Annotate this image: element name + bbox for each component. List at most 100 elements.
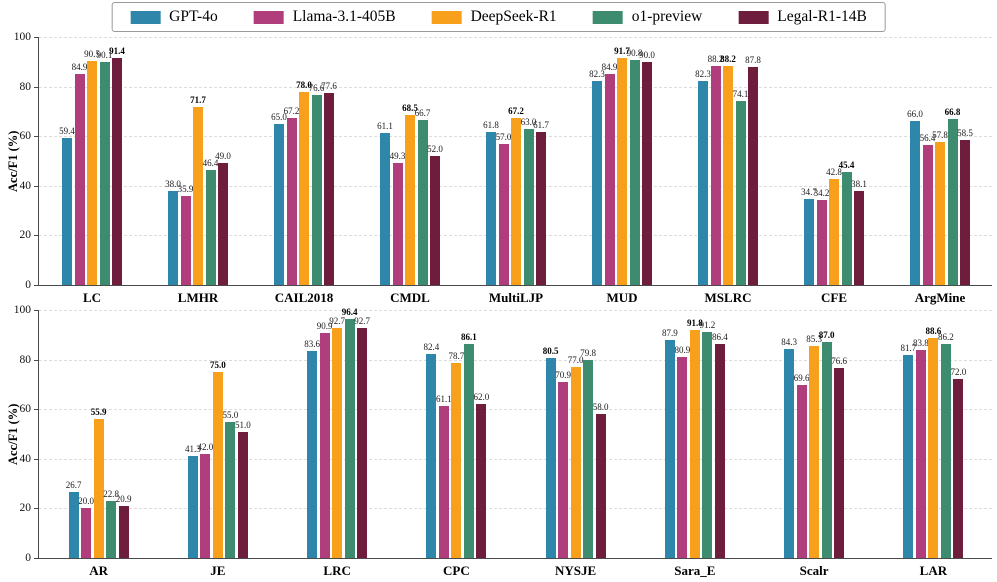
- y-tick-label: 20: [19, 229, 32, 242]
- y-tick-mark: [34, 136, 39, 138]
- gridline: [39, 508, 992, 510]
- bar: 91.4: [109, 47, 125, 285]
- bar: 92.7: [354, 317, 370, 558]
- bar-value-label: 42.8: [826, 166, 842, 177]
- bar-group: 82.3 84.9 91.7 90.8 90.0: [589, 46, 655, 285]
- y-axis-label-top: Acc/F1 (%): [6, 130, 20, 192]
- y-tick-mark: [34, 310, 39, 311]
- legend-swatch-icon: [130, 10, 161, 24]
- bar-value-label: 72.0: [950, 367, 967, 378]
- bar-value-label: 92.7: [329, 316, 345, 327]
- bar-value-label: 77.6: [321, 80, 337, 91]
- bar-value-label: 86.2: [938, 332, 954, 343]
- bar-value-label: 49.3: [389, 150, 406, 161]
- bar: 77.6: [321, 81, 337, 285]
- bar-group: 26.7 20.0 55.9 22.8 20.9: [66, 408, 132, 558]
- bar: 82.3: [695, 69, 711, 285]
- bar: 59.4: [59, 126, 75, 285]
- bar-value-label: 57.0: [495, 131, 512, 142]
- bar: 71.7: [190, 96, 206, 285]
- x-category-label: NYSJE: [555, 563, 597, 578]
- bar-group: 61.1 49.3 68.5 66.7 52.0: [377, 104, 443, 285]
- x-category-label: MSLRC: [704, 290, 752, 305]
- bar: 62.0: [474, 393, 489, 558]
- y-tick-label: 60: [19, 130, 32, 143]
- gridline: [39, 310, 992, 311]
- bar-value-label: 76.6: [831, 356, 847, 367]
- bar: 77.0: [568, 356, 584, 558]
- bar-group: 81.7 83.8 88.6 86.2 72.0: [901, 327, 966, 558]
- bar-value-label: 78.0: [296, 79, 312, 90]
- bar: 66.8: [945, 108, 960, 285]
- bar: 87.8: [745, 56, 761, 285]
- y-tick-mark: [34, 37, 39, 38]
- bar-value-label: 41.3: [185, 443, 201, 454]
- bar: 35.9: [178, 184, 193, 285]
- bar: 74.1: [733, 90, 748, 285]
- bar: 90.9: [317, 321, 333, 558]
- bar: 20.0: [78, 497, 94, 558]
- bar-value-label: 61.1: [436, 394, 452, 405]
- bar: 82.4: [424, 342, 439, 558]
- bar: 90.5: [84, 49, 100, 285]
- bar-value-label: 45.4: [838, 160, 855, 171]
- bar-value-label: 71.7: [190, 95, 206, 106]
- plot-area-top: 0 20 40 60 80 100 59.4 84.9 90.5 90.1 91.4 LC 38.0 35…: [14, 31, 992, 305]
- bar: 61.1: [436, 395, 452, 558]
- bar: 42.0: [198, 442, 213, 558]
- bar: 90.8: [627, 48, 642, 285]
- x-category-label: CPC: [443, 563, 470, 578]
- bar: 78.0: [296, 80, 312, 285]
- bar-value-label: 82.3: [695, 68, 711, 79]
- bar-value-label: 81.7: [900, 343, 917, 354]
- x-category-label: Sara_E: [674, 563, 716, 578]
- y-tick-label: 100: [13, 304, 31, 316]
- y-tick-label: 20: [19, 502, 32, 515]
- gridline: [39, 409, 992, 411]
- bar-value-label: 70.9: [555, 370, 571, 381]
- bar-group: 34.7 34.2 42.8 45.4 38.1: [801, 161, 867, 285]
- bar: 88.2: [708, 55, 723, 285]
- legend-swatch-icon: [592, 10, 623, 24]
- bar-value-label: 90.0: [639, 49, 655, 60]
- legend-label: Llama-3.1-405B: [292, 8, 396, 25]
- bar-value-label: 52.0: [427, 144, 443, 155]
- bar: 76.6: [831, 357, 847, 558]
- bar-group: 66.0 56.4 57.8 66.8 58.5: [907, 108, 973, 285]
- bar: 34.2: [814, 189, 829, 285]
- bar-value-label: 67.2: [283, 106, 300, 117]
- bar-value-label: 79.8: [580, 348, 596, 359]
- bar-value-label: 22.8: [103, 489, 119, 500]
- x-category-label: JE: [210, 563, 226, 578]
- bar-value-label: 55.0: [222, 409, 239, 420]
- bar-group: 65.0 67.2 78.0 76.6 77.6: [271, 80, 337, 285]
- gridline: [39, 37, 992, 38]
- y-axis-label-bottom: Acc/F1 (%): [6, 403, 20, 465]
- bar: 41.3: [185, 444, 201, 558]
- bar: 42.8: [826, 167, 842, 285]
- bar: 90.1: [97, 50, 112, 285]
- subplot-top: Acc/F1 (%) 0 20 40 60 80 100 59.4 84.9 90.5 90.1 9…: [0, 31, 997, 305]
- y-tick-mark: [34, 409, 39, 411]
- bar: 52.0: [427, 145, 443, 285]
- bar-value-label: 61.1: [377, 121, 393, 132]
- bar-value-label: 66.7: [414, 107, 431, 118]
- bar-value-label: 69.6: [793, 373, 810, 384]
- bar: 49.3: [390, 151, 405, 285]
- x-category-label: LMHR: [177, 290, 219, 305]
- bar: 72.0: [951, 368, 966, 558]
- bar-value-label: 88.6: [925, 326, 942, 337]
- y-tick-mark: [34, 359, 39, 361]
- bar-value-label: 84.9: [601, 62, 618, 73]
- x-category-label: AR: [89, 563, 109, 578]
- legend-item: Legal-R1-14B: [738, 8, 867, 26]
- bar: 81.7: [901, 344, 916, 558]
- bar: 63.0: [521, 117, 536, 285]
- bar: 70.9: [555, 371, 571, 558]
- x-category-label: ArgMine: [914, 290, 966, 305]
- bar: 57.8: [932, 130, 948, 285]
- bar: 86.4: [712, 332, 728, 558]
- bar-value-label: 90.5: [84, 48, 100, 59]
- bar-value-label: 87.8: [745, 55, 761, 66]
